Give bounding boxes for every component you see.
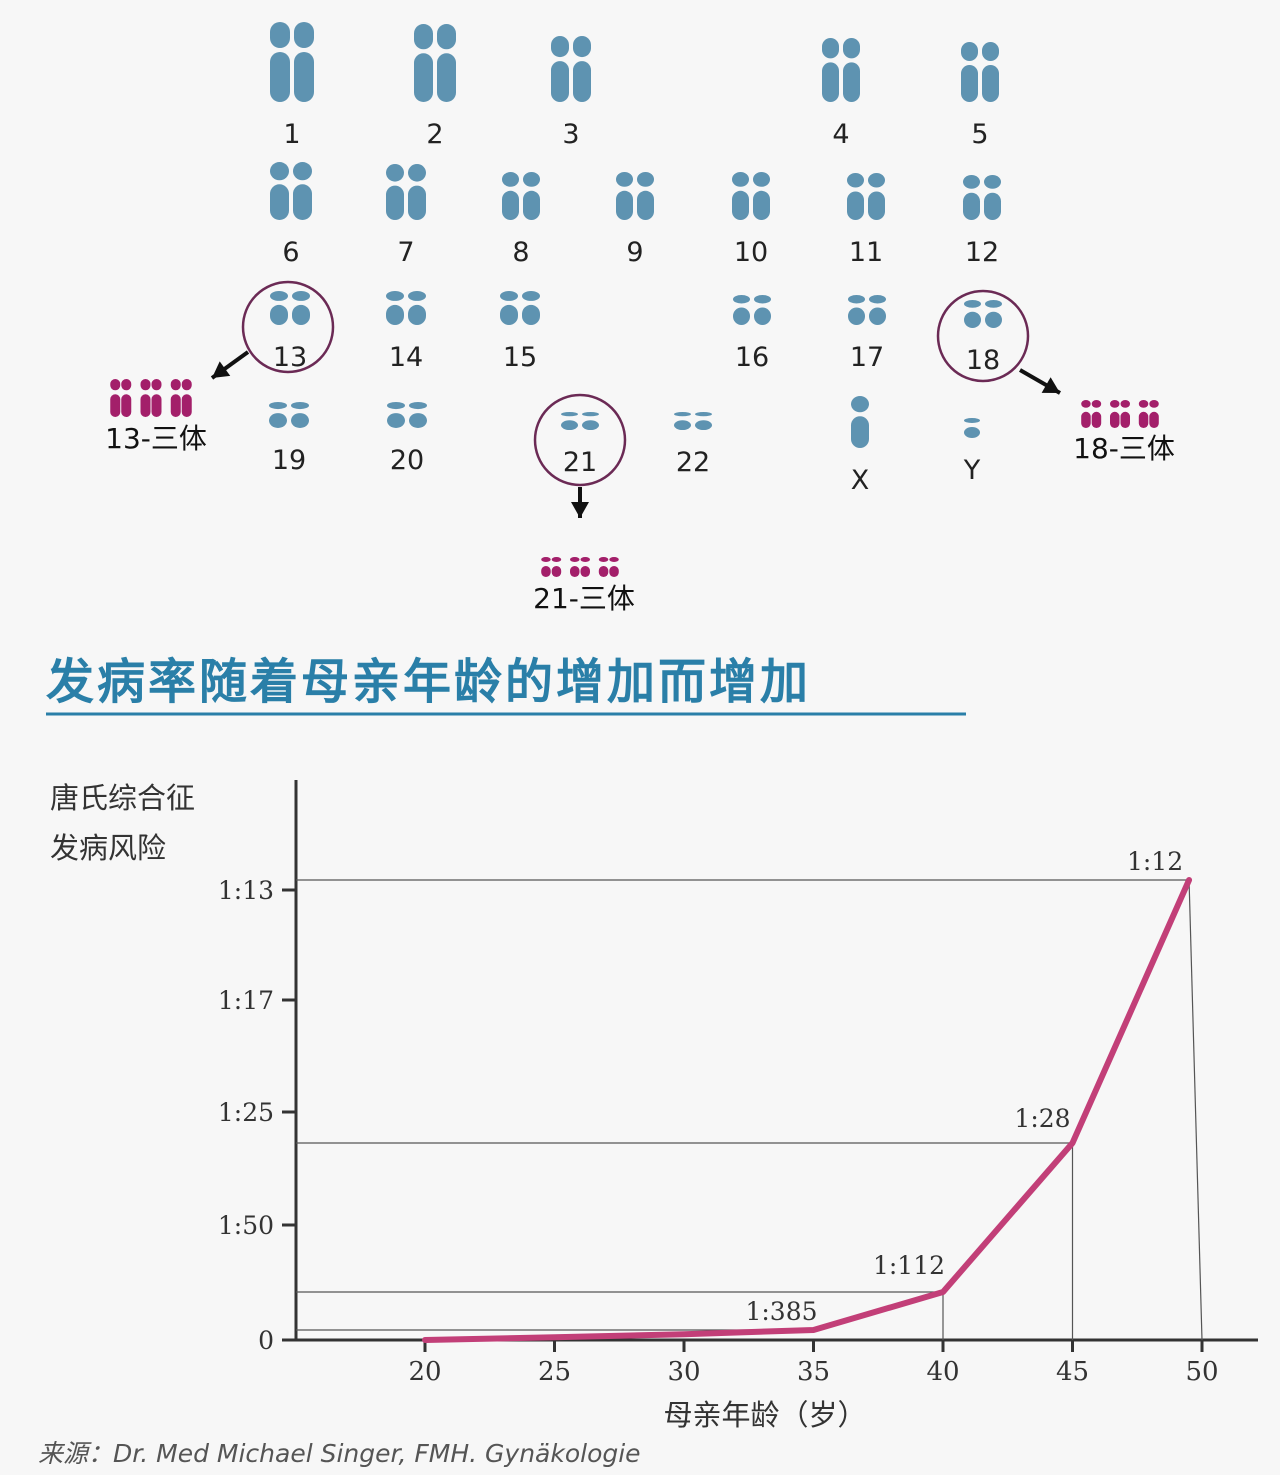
chromosome-label: X — [851, 465, 870, 496]
chromosome-2: 2 — [414, 24, 456, 150]
data-point — [1186, 877, 1192, 883]
x-tick-label: 45 — [1056, 1357, 1089, 1387]
y-tick-label: 1:13 — [218, 876, 274, 905]
y-tick-label: 1:17 — [218, 986, 274, 1015]
data-label: 1:12 — [1127, 847, 1183, 876]
x-tick-label: 50 — [1185, 1357, 1218, 1387]
highlight-circle — [241, 280, 335, 374]
x-tick-label: 35 — [797, 1357, 830, 1387]
chromosome-label: 11 — [849, 237, 883, 268]
data-label: 1:28 — [1014, 1104, 1070, 1133]
down-syndrome-risk-chart: 发病率随着母亲年龄的增加而增加 唐氏综合征 发病风险 母亲年龄（岁） 来源：Dr… — [38, 654, 1258, 1468]
chromosome-6: 6 — [270, 162, 312, 268]
trisomy-18: 18-三体 — [936, 289, 1175, 465]
chromosome-21: 21 — [561, 412, 599, 478]
data-point — [1070, 1140, 1075, 1146]
chromosome-label: 18 — [966, 345, 1000, 376]
x-tick-label: 30 — [667, 1357, 700, 1387]
data-point — [811, 1327, 816, 1333]
y-tick-label: 0 — [258, 1326, 274, 1355]
chromosome-1: 1 — [270, 22, 314, 150]
chromosome-9: 9 — [616, 172, 654, 268]
data-point — [422, 1337, 428, 1343]
chromosome-label: Y — [963, 455, 981, 486]
trisomy-21: 21-三体 — [533, 393, 635, 615]
chromosome-Y: Y — [963, 418, 981, 486]
chromosome-label: 20 — [390, 445, 424, 476]
trisomy-13: 13-三体 — [105, 280, 335, 455]
chromosome-label: 2 — [426, 119, 443, 150]
data-point — [552, 1334, 557, 1340]
chromosome-label: 12 — [965, 237, 999, 268]
chromosome-label: 7 — [397, 237, 414, 268]
chromosome-label: 16 — [735, 342, 769, 373]
chromosome-label: 15 — [503, 342, 537, 373]
y-tick-label: 1:25 — [218, 1098, 274, 1127]
chromosome-label: 9 — [626, 237, 643, 268]
chromosome-label: 6 — [282, 237, 299, 268]
chromosome-label: 21 — [563, 447, 597, 478]
source-note: 来源：Dr. Med Michael Singer, FMH. Gynäkolo… — [38, 1439, 641, 1468]
y-axis-label-line-2: 发病风险 — [50, 831, 166, 865]
chromosome-18: 18 — [964, 300, 1002, 376]
chromosome-14: 14 — [386, 291, 426, 373]
x-tick-label: 40 — [926, 1357, 959, 1387]
chromosome-16: 16 — [733, 295, 771, 373]
highlight-circle — [936, 289, 1030, 383]
chromosome-label: 4 — [832, 119, 849, 150]
data-point — [681, 1331, 687, 1337]
data-label: 1:385 — [745, 1297, 817, 1326]
trisomy-label: 18-三体 — [1073, 432, 1175, 465]
trisomy-label: 13-三体 — [105, 422, 207, 455]
chromosome-label: 5 — [971, 119, 988, 150]
chromosome-label: 14 — [389, 342, 423, 373]
chromosome-19: 19 — [269, 402, 309, 476]
risk-series-line — [422, 877, 1193, 1343]
x-tick-label: 20 — [408, 1357, 441, 1387]
chromosome-11: 11 — [847, 173, 885, 268]
chromosome-22: 22 — [674, 412, 712, 478]
chromosome-5: 5 — [961, 42, 999, 150]
chromosome-10: 10 — [732, 172, 770, 268]
chromosome-3: 3 — [551, 36, 591, 150]
chromosome-label: 13 — [273, 342, 307, 373]
chromosome-7: 7 — [386, 164, 426, 268]
chromosome-15: 15 — [500, 291, 540, 373]
trisomy-label: 21-三体 — [533, 582, 635, 615]
data-point — [940, 1289, 946, 1295]
chromosome-12: 12 — [963, 175, 1001, 268]
chromosome-label: 8 — [512, 237, 529, 268]
chromosome-label: 19 — [272, 445, 306, 476]
data-label: 1:112 — [873, 1251, 945, 1280]
guide-line-vertical — [1188, 879, 1203, 1341]
chromosome-17: 17 — [848, 295, 886, 373]
chromosome-13: 13 — [270, 291, 310, 373]
chromosome-X: X — [851, 396, 870, 496]
x-tick-label: 25 — [538, 1357, 571, 1387]
chart-title: 发病率随着母亲年龄的增加而增加 — [46, 654, 811, 710]
x-axis-label: 母亲年龄（岁） — [663, 1398, 866, 1432]
chromosome-label: 17 — [850, 342, 884, 373]
chromosome-label: 10 — [734, 237, 768, 268]
chromosome-4: 4 — [822, 38, 860, 150]
highlight-circle — [533, 393, 627, 487]
y-tick-label: 1:50 — [218, 1211, 274, 1240]
chromosome-label: 3 — [562, 119, 579, 150]
chromosome-8: 8 — [502, 172, 540, 268]
chromosome-label: 22 — [676, 447, 710, 478]
chromosome-label: 1 — [283, 119, 300, 150]
y-axis-label-line-1: 唐氏综合征 — [50, 781, 195, 815]
chromosome-20: 20 — [387, 402, 427, 476]
